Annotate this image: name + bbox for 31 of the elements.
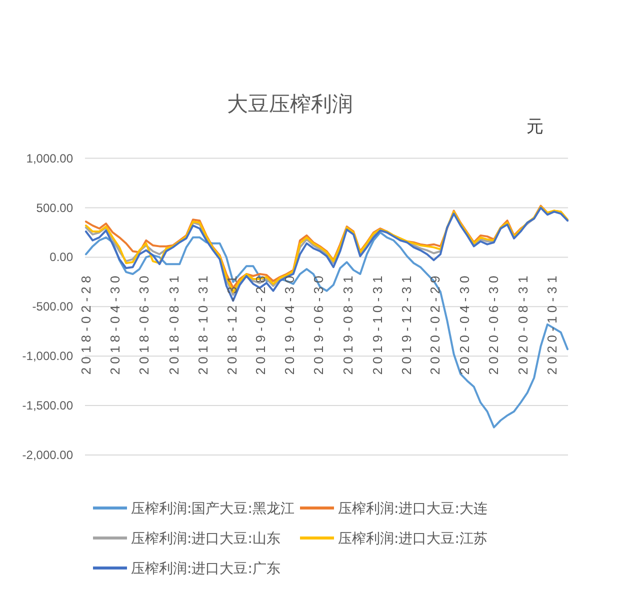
x-tick-label: 2020-06-30 xyxy=(486,272,501,375)
y-tick-label: 1,000.00 xyxy=(26,151,74,166)
x-tick-label: 2019-12-31 xyxy=(399,272,414,375)
x-tick-label: 2018-08-31 xyxy=(166,272,182,375)
y-tick-label: 0.00 xyxy=(50,250,74,264)
x-tick-label: 2018-04-30 xyxy=(108,272,123,375)
y-tick-label: -1,500.00 xyxy=(22,398,74,413)
y-tick-label: -500.00 xyxy=(32,300,74,314)
x-tick-label: 2019-08-31 xyxy=(340,272,356,375)
legend-label: 压榨利润:进口大豆:江苏 xyxy=(338,531,488,547)
x-tick-label: 2020-02-29 xyxy=(428,272,443,375)
title: 大豆压榨利润 xyxy=(227,92,353,116)
x-tick-label: 2019-06-30 xyxy=(311,272,326,375)
legend-label: 压榨利润:进口大豆:大连 xyxy=(338,501,488,517)
legend-label: 压榨利润:进口大豆:山东 xyxy=(131,531,280,547)
x-tick-label: 2020-08-31 xyxy=(516,272,531,375)
x-tick-label: 2018-06-30 xyxy=(136,272,152,375)
y-tick-label: 500.00 xyxy=(36,200,74,215)
x-tick-label: 2020-04-30 xyxy=(456,272,472,375)
legend-label: 压榨利润:进口大豆:广东 xyxy=(131,561,280,577)
x-tick-label: 2018-10-31 xyxy=(196,272,211,375)
x-tick-label: 2019-02-28 xyxy=(252,272,268,375)
x-tick-label: 2018-02-28 xyxy=(78,272,94,375)
x-tick-label: 2019-10-31 xyxy=(370,272,385,375)
x-tick-label: 2020-10-31 xyxy=(544,272,560,375)
y-tick-label: -2,000.00 xyxy=(22,448,74,462)
x-tick-label: 2018-12-31 xyxy=(224,272,240,375)
legend-label: 压榨利润:国产大豆:黑龙江 xyxy=(131,501,294,517)
ylabel: 元 xyxy=(526,117,544,137)
y-tick-label: -1,000.00 xyxy=(22,349,74,364)
x-tick-label: 2019-04-30 xyxy=(282,272,297,375)
